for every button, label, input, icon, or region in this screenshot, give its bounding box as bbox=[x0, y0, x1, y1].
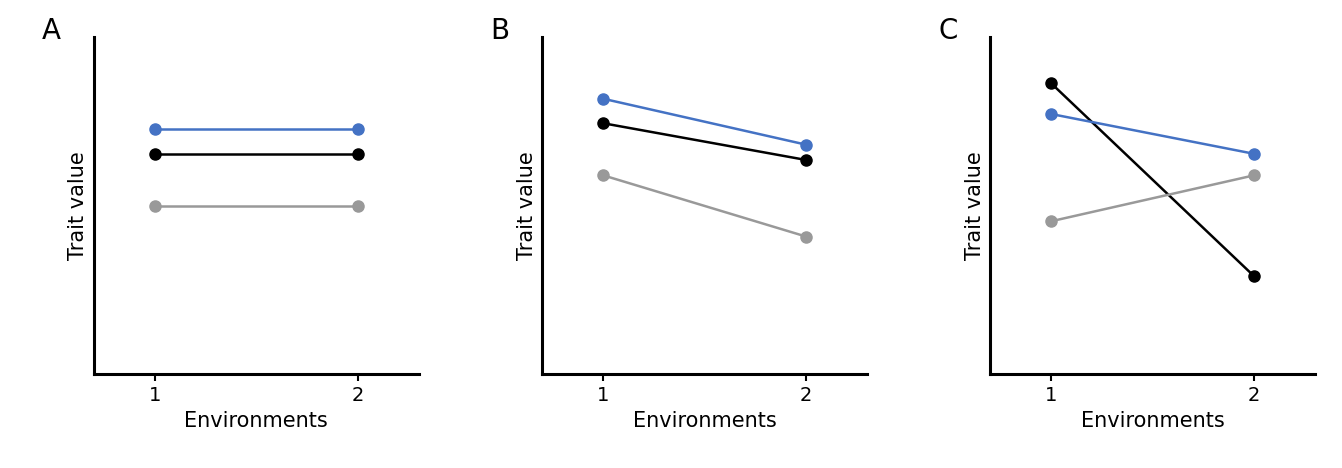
X-axis label: Environments: Environments bbox=[632, 411, 777, 431]
Y-axis label: Trait value: Trait value bbox=[965, 152, 985, 260]
Y-axis label: Trait value: Trait value bbox=[68, 152, 89, 260]
Text: B: B bbox=[490, 17, 510, 45]
X-axis label: Environments: Environments bbox=[184, 411, 329, 431]
X-axis label: Environments: Environments bbox=[1080, 411, 1225, 431]
Text: A: A bbox=[42, 17, 60, 45]
Y-axis label: Trait value: Trait value bbox=[517, 152, 537, 260]
Text: C: C bbox=[938, 17, 958, 45]
